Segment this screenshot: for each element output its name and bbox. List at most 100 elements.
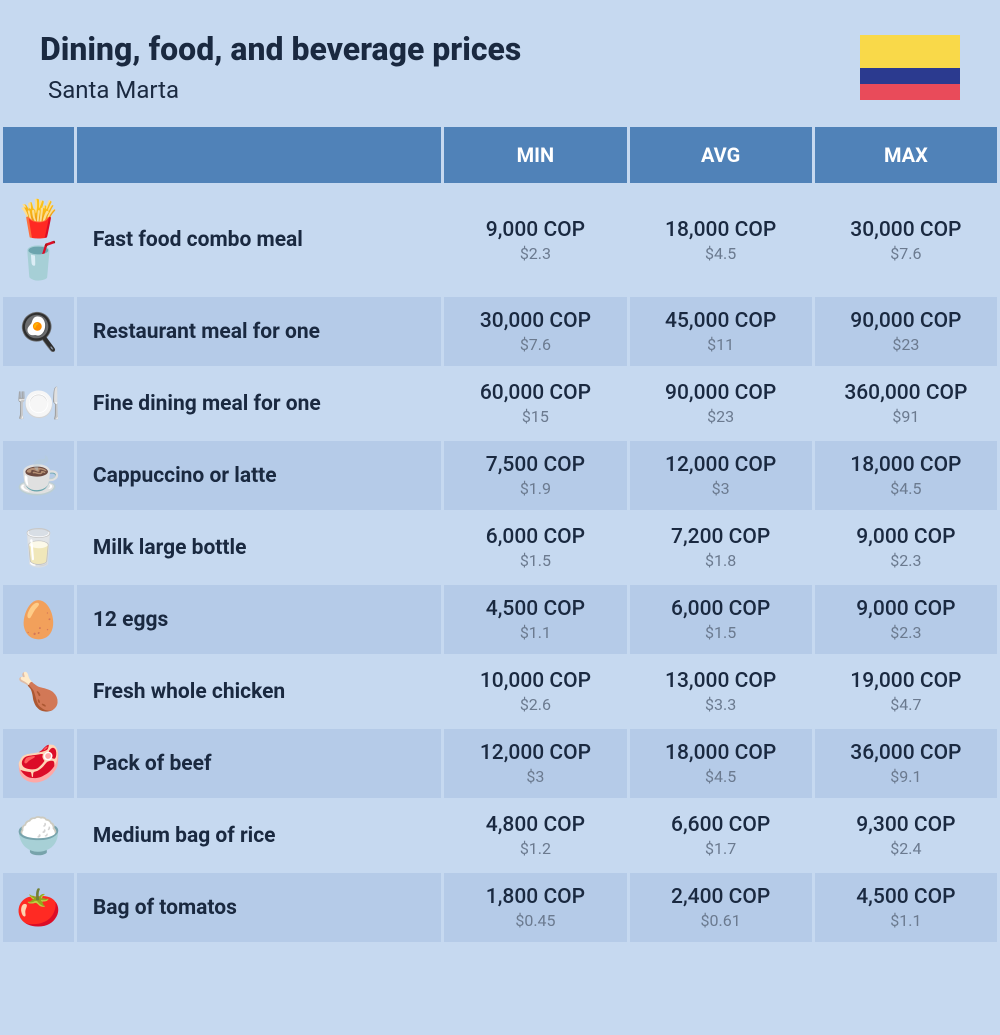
price-usd: $91 <box>823 407 989 426</box>
price-min: 7,500 COP$1.9 <box>444 441 626 510</box>
flag-stripe <box>860 84 960 100</box>
row-label: Pack of beef <box>77 729 441 798</box>
price-cop: 18,000 COP <box>638 741 804 765</box>
price-min: 30,000 COP$7.6 <box>444 297 626 366</box>
price-cop: 18,000 COP <box>638 218 804 242</box>
price-min: 4,500 COP$1.1 <box>444 585 626 654</box>
row-icon: 🍅 <box>3 873 74 942</box>
table-row: 🥚12 eggs4,500 COP$1.16,000 COP$1.59,000 … <box>3 585 997 654</box>
price-avg: 12,000 COP$3 <box>630 441 812 510</box>
row-icon: 🥛 <box>3 513 74 582</box>
row-label: Cappuccino or latte <box>77 441 441 510</box>
table-row: 🍚Medium bag of rice 4,800 COP $1.2 6,600 CO… <box>3 801 997 870</box>
page-title: Dining, food, and beverage prices <box>40 30 521 68</box>
price-cop: 45,000 COP <box>638 309 804 333</box>
price-cop: 6,000 COP <box>452 525 618 549</box>
price-max: 18,000 COP$4.5 <box>815 441 997 510</box>
price-usd: $7.6 <box>823 244 989 263</box>
row-icon: 🍳 <box>3 297 74 366</box>
row-label: Restaurant meal for one <box>77 297 441 366</box>
page-header: Dining, food, and beverage prices Santa … <box>0 0 1000 124</box>
price-table: MIN AVG MAX 🍟🥤Fast food combo meal9,000 … <box>0 124 1000 945</box>
price-max: 19,000 COP $4.7 <box>815 657 997 726</box>
row-label: Bag of tomatos <box>77 873 441 942</box>
price-avg: 7,200 COP$1.8 <box>630 513 812 582</box>
table-header: MIN AVG MAX <box>3 127 997 183</box>
table-row: 🍅Bag of tomatos 1,800 COP $0.45 2,400 COP$0… <box>3 873 997 942</box>
row-icon: 🍚 <box>3 801 74 870</box>
price-usd: $0.61 <box>638 911 804 930</box>
price-max: 36,000 COP$9.1 <box>815 729 997 798</box>
price-usd: $3.3 <box>638 695 804 714</box>
price-cop: 360,000 COP <box>823 381 989 405</box>
price-min: 1,800 COP $0.45 <box>444 873 626 942</box>
price-cop: 4,800 COP <box>452 813 618 837</box>
row-icon: 🍽️ <box>3 369 74 438</box>
price-avg: 45,000 COP$11 <box>630 297 812 366</box>
table-row: 🍗Fresh whole chicken10,000 COP$2.613,000… <box>3 657 997 726</box>
row-label: Fast food combo meal <box>77 186 441 294</box>
price-avg: 6,600 COP $1.7 <box>630 801 812 870</box>
row-icon: 🥩 <box>3 729 74 798</box>
colombia-flag-icon <box>860 35 960 100</box>
price-min: 9,000 COP$2.3 <box>444 186 626 294</box>
price-usd: $1.1 <box>823 911 989 930</box>
price-cop: 10,000 COP <box>452 669 618 693</box>
price-usd: $4.5 <box>638 767 804 786</box>
price-avg: 18,000 COP $4.5 <box>630 729 812 798</box>
row-label: 12 eggs <box>77 585 441 654</box>
price-usd: $4.7 <box>823 695 989 714</box>
price-avg: 2,400 COP$0.61 <box>630 873 812 942</box>
price-usd: $0.45 <box>452 911 618 930</box>
price-usd: $1.9 <box>452 479 618 498</box>
price-usd: $2.3 <box>823 551 989 570</box>
price-min: 4,800 COP $1.2 <box>444 801 626 870</box>
price-usd: $3 <box>452 767 618 786</box>
flag-stripe <box>860 68 960 84</box>
price-min: 60,000 COP$15 <box>444 369 626 438</box>
price-max: 4,500 COP $1.1 <box>815 873 997 942</box>
row-label: Fresh whole chicken <box>77 657 441 726</box>
price-cop: 12,000 COP <box>452 741 618 765</box>
price-cop: 9,000 COP <box>823 597 989 621</box>
table-row: 🥩Pack of beef 12,000 COP $3 18,000 COP $4.5 3… <box>3 729 997 798</box>
price-min: 10,000 COP$2.6 <box>444 657 626 726</box>
price-cop: 9,000 COP <box>823 525 989 549</box>
header-text-block: Dining, food, and beverage prices Santa … <box>40 30 521 104</box>
price-cop: 60,000 COP <box>452 381 618 405</box>
price-usd: $23 <box>823 335 989 354</box>
price-max: 30,000 COP $7.6 <box>815 186 997 294</box>
price-usd: $3 <box>638 479 804 498</box>
price-cop: 19,000 COP <box>823 669 989 693</box>
price-usd: $1.8 <box>638 551 804 570</box>
price-usd: $1.5 <box>638 623 804 642</box>
price-usd: $9.1 <box>823 767 989 786</box>
page-subtitle: Santa Marta <box>40 76 521 104</box>
price-cop: 90,000 COP <box>823 309 989 333</box>
row-label: Medium bag of rice <box>77 801 441 870</box>
price-max: 360,000 COP $91 <box>815 369 997 438</box>
price-cop: 30,000 COP <box>823 218 989 242</box>
price-cop: 4,500 COP <box>823 885 989 909</box>
price-cop: 6,600 COP <box>638 813 804 837</box>
header-max: MAX <box>815 127 997 183</box>
table-row: 🍳Restaurant meal for one30,000 COP$7.645… <box>3 297 997 366</box>
table-row: ☕Cappuccino or latte7,500 COP$1.912,000 … <box>3 441 997 510</box>
table-row: 🍽️Fine dining meal for one60,000 COP$159… <box>3 369 997 438</box>
price-max: 90,000 COP $23 <box>815 297 997 366</box>
row-icon: ☕ <box>3 441 74 510</box>
price-usd: $4.5 <box>638 244 804 263</box>
price-cop: 13,000 COP <box>638 669 804 693</box>
price-cop: 1,800 COP <box>452 885 618 909</box>
price-cop: 18,000 COP <box>823 453 989 477</box>
price-usd: $1.2 <box>452 839 618 858</box>
price-cop: 9,000 COP <box>452 218 618 242</box>
price-avg: 90,000 COP$23 <box>630 369 812 438</box>
flag-stripe <box>860 35 960 68</box>
price-usd: $1.7 <box>638 839 804 858</box>
price-usd: $2.4 <box>823 839 989 858</box>
price-max: 9,300 COP$2.4 <box>815 801 997 870</box>
price-avg: 13,000 COP $3.3 <box>630 657 812 726</box>
price-max: 9,000 COP$2.3 <box>815 585 997 654</box>
price-usd: $7.6 <box>452 335 618 354</box>
